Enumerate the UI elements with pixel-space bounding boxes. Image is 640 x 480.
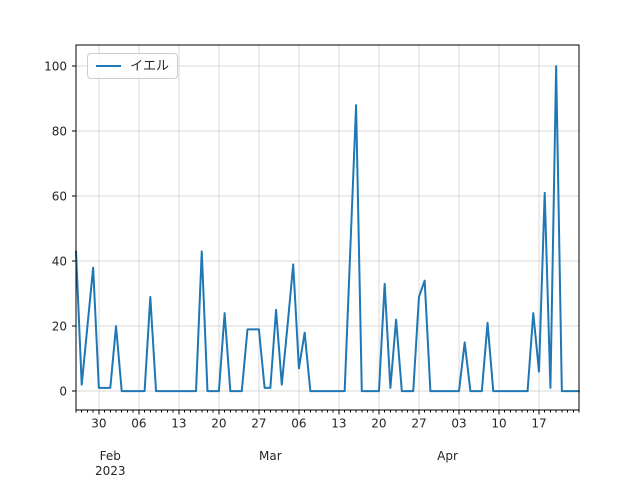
axis-tick-labels: 0 20 40 60 80 100 30 06 13 20 27 06 13 20 27 03 10 17 Feb2… bbox=[44, 60, 547, 478]
y-tick-label: 40 bbox=[52, 255, 67, 269]
year-label: 2023 bbox=[95, 464, 126, 478]
x-tick-label: 03 bbox=[451, 417, 466, 431]
month-label: Feb bbox=[100, 449, 121, 463]
x-tick-label: 13 bbox=[171, 417, 186, 431]
month-label: Mar bbox=[259, 449, 282, 463]
x-tick-label: 27 bbox=[411, 417, 426, 431]
y-tick-label: 80 bbox=[52, 125, 67, 139]
series-line bbox=[75, 65, 580, 393]
y-tick-label: 100 bbox=[44, 60, 67, 74]
legend: イエル bbox=[87, 53, 178, 79]
y-tick-label: 60 bbox=[52, 190, 67, 204]
plot-border bbox=[75, 44, 580, 411]
x-tick-label: 06 bbox=[291, 417, 306, 431]
x-tick-label: 27 bbox=[251, 417, 266, 431]
grid bbox=[76, 45, 579, 410]
x-tick-label: 20 bbox=[211, 417, 226, 431]
x-tick-label: 10 bbox=[491, 417, 506, 431]
y-tick-label: 20 bbox=[52, 320, 67, 334]
month-label: Apr bbox=[437, 449, 458, 463]
legend-line-swatch bbox=[96, 65, 122, 67]
x-tick-label: 13 bbox=[331, 417, 346, 431]
x-tick-label: 20 bbox=[371, 417, 386, 431]
x-tick-label: 17 bbox=[531, 417, 546, 431]
x-tick-label: 30 bbox=[91, 417, 106, 431]
y-tick-label: 0 bbox=[59, 385, 67, 399]
legend-label: イエル bbox=[130, 58, 169, 74]
axis-ticks bbox=[72, 65, 580, 415]
x-tick-label: 06 bbox=[131, 417, 146, 431]
